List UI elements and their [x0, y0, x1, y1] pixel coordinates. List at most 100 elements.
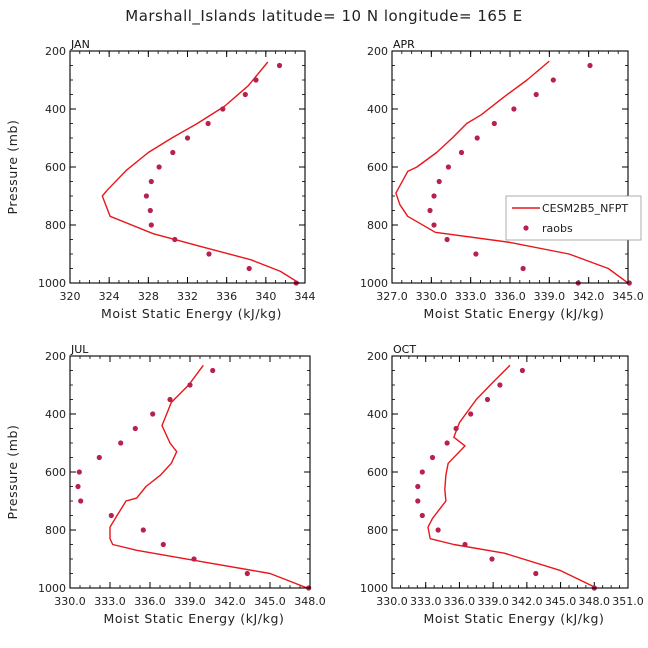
data-point-raobs [445, 164, 451, 170]
x-tick-label: 339.0 [534, 290, 566, 303]
data-point-raobs [276, 62, 283, 69]
series-line-model [109, 364, 308, 588]
data-point-raobs [220, 106, 226, 112]
data-point-raobs [76, 469, 82, 475]
data-point-raobs [497, 382, 503, 388]
x-tick-label: 345.0 [545, 595, 577, 608]
x-tick-label: 345.0 [254, 595, 286, 608]
legend-marker-swatch [523, 225, 529, 231]
data-point-raobs [453, 425, 459, 432]
data-point-raobs [143, 193, 149, 199]
major-ticks [391, 355, 629, 589]
plot-frame [69, 50, 306, 284]
data-point-raobs [246, 265, 252, 272]
data-point-raobs [147, 207, 153, 214]
y-tick-label: 1000 [360, 582, 388, 595]
data-point-raobs [489, 556, 495, 562]
panel-label: OCT [393, 343, 416, 356]
series-line-model [101, 61, 300, 283]
data-point-raobs [96, 454, 102, 461]
data-point-raobs [473, 251, 479, 257]
data-point-raobs [587, 62, 593, 69]
x-tick-label: 348.0 [579, 595, 611, 608]
data-point-raobs [444, 440, 450, 446]
x-tick-label: 342.0 [214, 595, 246, 608]
x-tick-label: 348.0 [294, 595, 326, 608]
y-tick-label: 1000 [38, 582, 66, 595]
legend-box [505, 195, 642, 241]
data-point-raobs [436, 178, 442, 185]
data-point-raobs [184, 135, 191, 141]
y-tick-label: 1000 [360, 277, 388, 290]
legend-label-model: CESM2B5_NFPT [542, 202, 628, 215]
x-tick-label: 327.0 [376, 290, 408, 303]
major-ticks [69, 355, 311, 589]
x-tick-label: 332 [177, 290, 198, 303]
x-tick-label: 336.0 [494, 290, 526, 303]
y-tick-label: 800 [45, 219, 66, 232]
minor-ticks [391, 355, 629, 589]
data-point-raobs [533, 570, 539, 577]
y-tick-label: 600 [367, 161, 388, 174]
data-point-raobs [520, 265, 526, 272]
data-point-raobs [156, 164, 162, 170]
panel-label: JAN [70, 38, 90, 51]
data-point-raobs [533, 91, 539, 98]
data-point-raobs [519, 367, 526, 374]
x-tick-label: 344 [295, 290, 316, 303]
series-line-model [395, 60, 628, 283]
y-tick-label: 600 [367, 466, 388, 479]
data-point-raobs [206, 251, 212, 257]
data-point-raobs [419, 512, 425, 519]
data-point-raobs [415, 483, 421, 490]
data-point-raobs [435, 527, 441, 533]
y-tick-label: 800 [367, 219, 388, 232]
data-point-raobs [187, 382, 193, 388]
plot-frame [69, 355, 311, 589]
x-tick-label: 339.0 [477, 595, 509, 608]
x-axis-label: Moist Static Energy (kJ/kg) [423, 306, 604, 321]
y-tick-label: 800 [367, 524, 388, 537]
data-point-raobs [118, 440, 124, 446]
data-point-raobs [511, 106, 517, 112]
data-point-raobs [427, 207, 433, 214]
data-point-raobs [484, 396, 491, 403]
data-point-raobs [148, 222, 154, 228]
plot-frame [391, 355, 629, 589]
x-tick-label: 328 [138, 290, 159, 303]
x-tick-label: 345.0 [612, 290, 644, 303]
data-point-raobs [242, 91, 248, 98]
y-tick-label: 200 [45, 350, 66, 363]
x-tick-label: 342.0 [511, 595, 543, 608]
y-tick-label: 400 [45, 103, 66, 116]
data-point-raobs [148, 178, 154, 185]
data-point-raobs [431, 222, 437, 228]
data-point-raobs [429, 454, 436, 461]
y-axis-label: Pressure (mb) [5, 119, 20, 214]
x-tick-label: 336.0 [134, 595, 166, 608]
y-tick-label: 200 [45, 45, 66, 58]
x-tick-label: 324 [99, 290, 120, 303]
y-tick-label: 600 [45, 161, 66, 174]
series-line-model [427, 364, 597, 588]
legend-label-raobs: raobs [542, 222, 573, 235]
data-point-raobs [75, 483, 81, 490]
data-point-raobs [431, 193, 437, 199]
data-point-raobs [132, 425, 138, 432]
x-tick-label: 336 [216, 290, 237, 303]
data-point-raobs [170, 149, 176, 156]
y-tick-label: 1000 [38, 277, 66, 290]
x-tick-label: 330.0 [54, 595, 86, 608]
plot-frame [391, 50, 629, 284]
y-tick-label: 600 [45, 466, 66, 479]
x-tick-label: 320 [60, 290, 81, 303]
x-tick-label: 351.0 [612, 595, 644, 608]
x-tick-label: 342.0 [573, 290, 605, 303]
data-point-raobs [474, 135, 480, 141]
panel-label: JUL [70, 343, 89, 356]
